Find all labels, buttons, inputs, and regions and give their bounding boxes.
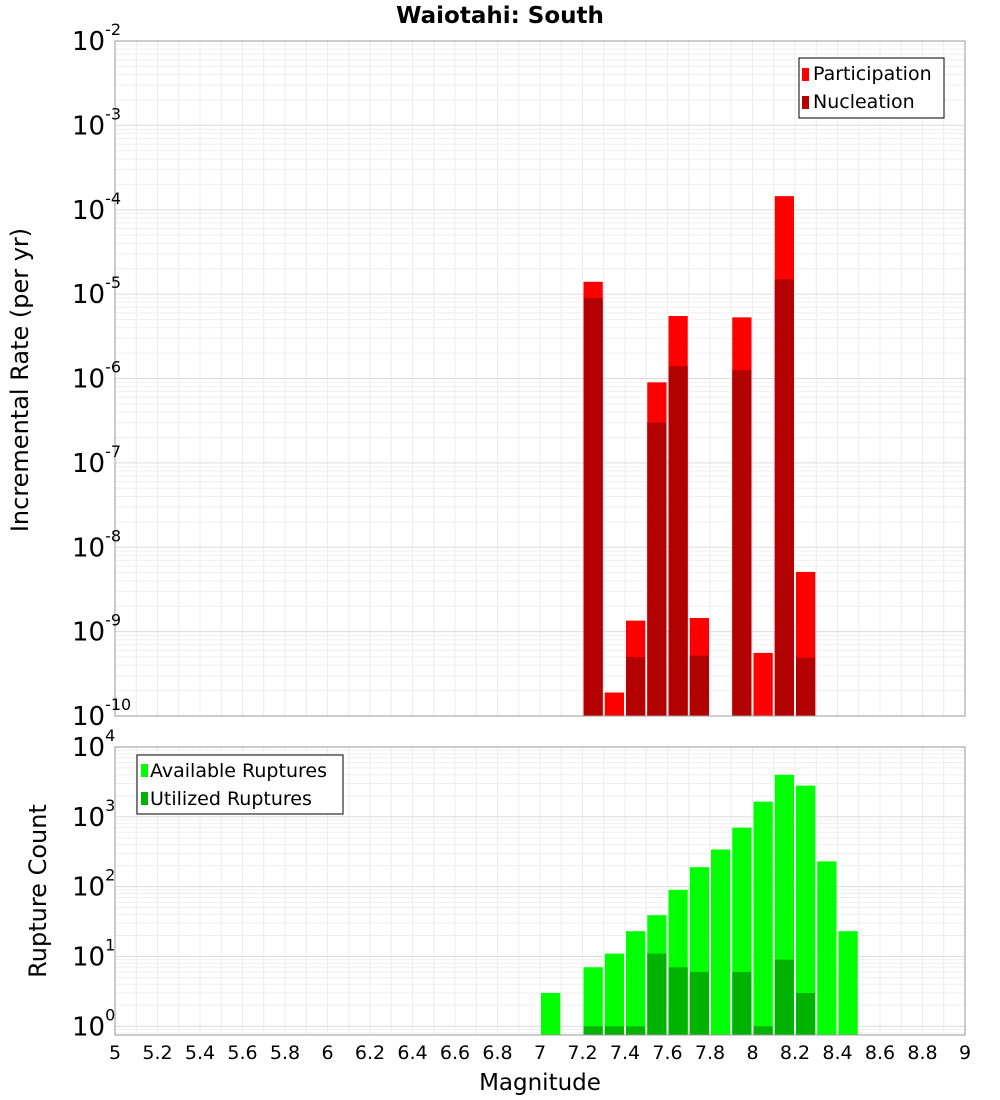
x-tick-label: 8.2 bbox=[780, 1042, 810, 1064]
count-bar-available-ruptures bbox=[541, 992, 561, 1035]
count-bar-utilized-ruptures bbox=[604, 1026, 624, 1035]
x-tick-label: 5.8 bbox=[270, 1042, 300, 1064]
count-bar-utilized-ruptures bbox=[753, 1026, 773, 1035]
rate-bar-nucleation bbox=[796, 657, 816, 716]
x-tick-label: 7.4 bbox=[610, 1042, 640, 1064]
legend-swatch-available-ruptures bbox=[141, 764, 148, 777]
count-bar-available-ruptures bbox=[626, 931, 646, 1035]
count-bar-available-ruptures bbox=[583, 967, 603, 1035]
top-legend: Participation Nucleation bbox=[798, 57, 945, 119]
bottom-plot-frame bbox=[114, 746, 966, 1036]
x-axis-label: Magnitude bbox=[479, 1070, 601, 1096]
x-tick-label: 7 bbox=[534, 1042, 546, 1064]
rate-bar-nucleation bbox=[732, 370, 752, 716]
x-tick-label: 8.8 bbox=[907, 1042, 937, 1064]
top-y-tick-label: 10-8 bbox=[72, 526, 121, 563]
x-tick-label: 7.6 bbox=[652, 1042, 682, 1064]
legend-label-nucleation: Nucleation bbox=[813, 91, 915, 113]
rate-bar-nucleation bbox=[626, 657, 646, 716]
x-tick-labels: 5 5.2 5.4 5.6 5.8 6 6.2 6.4 6.6 6.8 7 7.2 7.4 7.6 7.8 8… bbox=[109, 1042, 971, 1064]
top-y-axis-label: Incremental Rate (per yr) bbox=[6, 228, 34, 532]
top-y-tick-label: 10-5 bbox=[72, 273, 121, 310]
chart-title: Waiotahi: South bbox=[396, 3, 604, 29]
bottom-y-tick-label: 101 bbox=[72, 935, 115, 972]
x-tick-label: 8.4 bbox=[822, 1042, 852, 1064]
x-tick-label: 6.4 bbox=[397, 1042, 427, 1064]
count-bar-available-ruptures bbox=[838, 931, 858, 1035]
x-tick-label: 9 bbox=[959, 1042, 971, 1064]
bottom-y-tick-label: 100 bbox=[72, 1005, 115, 1042]
count-bar-utilized-ruptures bbox=[732, 971, 752, 1035]
count-bar-utilized-ruptures bbox=[647, 953, 667, 1035]
top-y-tick-label: 10-7 bbox=[72, 442, 121, 479]
x-tick-label: 5.2 bbox=[142, 1042, 172, 1064]
rate-bar-participation bbox=[604, 692, 624, 716]
rate-bar-nucleation bbox=[583, 297, 603, 716]
legend-swatch-nucleation bbox=[802, 96, 809, 109]
top-y-tick-label: 10-2 bbox=[72, 20, 121, 57]
x-tick-label: 8 bbox=[746, 1042, 758, 1064]
legend-label-utilized-ruptures: Utilized Ruptures bbox=[150, 788, 312, 810]
rate-bar-nucleation bbox=[774, 279, 794, 716]
count-bar-utilized-ruptures bbox=[796, 992, 816, 1035]
top-plot-frame bbox=[114, 40, 966, 717]
bottom-legend-box bbox=[136, 754, 344, 815]
count-bar-available-ruptures bbox=[796, 785, 816, 1035]
legend-label-available-ruptures: Available Ruptures bbox=[150, 760, 327, 782]
top-y-tick-label: 10-4 bbox=[72, 189, 121, 226]
count-bar-utilized-ruptures bbox=[689, 971, 709, 1035]
top-y-tick-label: 10-3 bbox=[72, 104, 121, 141]
rate-bars bbox=[583, 196, 816, 716]
x-tick-label: 6.6 bbox=[440, 1042, 470, 1064]
bottom-y-tick-labels: 100 101 102 103 104 bbox=[72, 726, 115, 1042]
legend-swatch-utilized-ruptures bbox=[141, 792, 148, 805]
rupture-count-bars bbox=[541, 774, 858, 1035]
count-bar-utilized-ruptures bbox=[626, 1026, 646, 1035]
count-bar-available-ruptures bbox=[753, 801, 773, 1035]
count-bar-available-ruptures bbox=[817, 861, 837, 1035]
top-y-tick-label: 10-6 bbox=[72, 358, 121, 395]
x-tick-label: 5.4 bbox=[185, 1042, 215, 1064]
x-tick-label: 7.8 bbox=[695, 1042, 725, 1064]
top-legend-box bbox=[798, 57, 945, 119]
bottom-y-tick-label: 104 bbox=[72, 726, 115, 763]
bottom-y-axis-label: Rupture Count bbox=[24, 804, 52, 978]
count-bar-utilized-ruptures bbox=[583, 1026, 603, 1035]
count-bar-utilized-ruptures bbox=[774, 959, 794, 1035]
legend-label-participation: Participation bbox=[813, 63, 932, 85]
top-y-tick-label: 10-10 bbox=[72, 695, 131, 732]
rate-bar-nucleation bbox=[689, 655, 709, 716]
top-panel-grid bbox=[114, 40, 966, 717]
count-bar-available-ruptures bbox=[604, 953, 624, 1035]
legend-swatch-participation bbox=[802, 68, 809, 81]
bottom-legend: Available Ruptures Utilized Ruptures bbox=[136, 754, 344, 815]
bottom-y-tick-label: 102 bbox=[72, 866, 115, 903]
x-tick-label: 5.6 bbox=[227, 1042, 257, 1064]
x-tick-label: 6.8 bbox=[482, 1042, 512, 1064]
top-y-tick-label: 10-9 bbox=[72, 611, 121, 648]
top-y-tick-labels: 10-10 10-9 10-8 10-7 10-6 10-5 10-4 10-3 10-2 bbox=[72, 20, 131, 732]
x-tick-label: 6.2 bbox=[355, 1042, 385, 1064]
x-tick-label: 6 bbox=[321, 1042, 333, 1064]
count-bar-utilized-ruptures bbox=[668, 967, 688, 1035]
count-bar-available-ruptures bbox=[711, 849, 731, 1035]
rate-bar-nucleation bbox=[668, 366, 688, 716]
x-tick-label: 8.6 bbox=[865, 1042, 895, 1064]
bottom-y-tick-label: 103 bbox=[72, 796, 115, 833]
x-tick-label: 5 bbox=[109, 1042, 121, 1064]
x-tick-label: 7.2 bbox=[567, 1042, 597, 1064]
rate-bar-nucleation bbox=[647, 422, 667, 716]
rate-bar-participation bbox=[753, 652, 773, 716]
